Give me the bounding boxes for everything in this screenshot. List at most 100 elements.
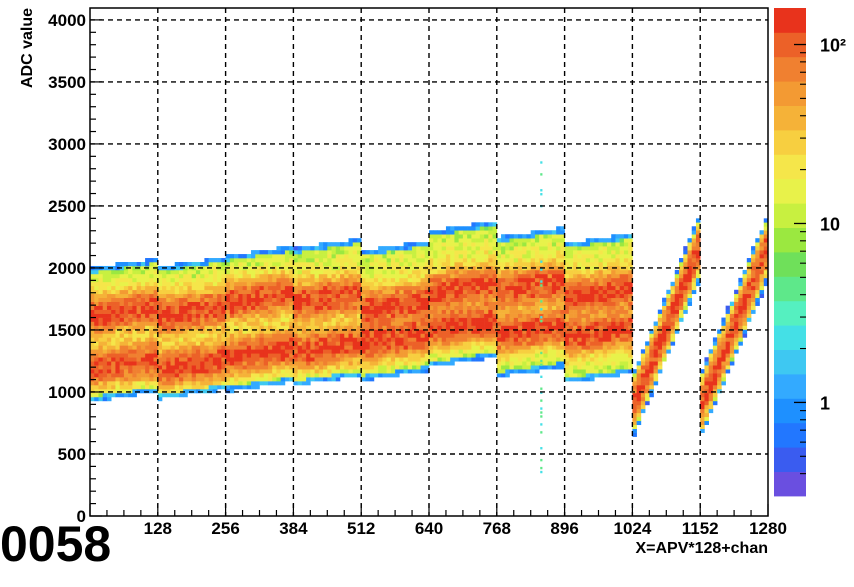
heatmap-cell	[327, 333, 332, 338]
heatmap-cell	[539, 293, 544, 299]
heatmap-cell	[356, 250, 362, 255]
heatmap-cell	[276, 277, 281, 283]
heatmap-cell	[361, 325, 366, 330]
heatmap-cell	[212, 301, 218, 306]
heatmap-cell	[441, 329, 447, 334]
heatmap-cell	[123, 329, 129, 334]
heatmap-cell	[276, 333, 281, 338]
heatmap-cell	[280, 297, 286, 302]
heatmap-cell	[471, 281, 476, 287]
heatmap-cell	[140, 325, 146, 330]
heatmap-cell	[429, 349, 434, 354]
heatmap-cell	[488, 277, 493, 283]
heatmap-cell	[208, 277, 214, 283]
heatmap-cell	[445, 230, 451, 235]
heatmap-cell	[662, 309, 667, 314]
heatmap-cell	[484, 313, 489, 318]
heatmap-cell	[212, 365, 218, 370]
heatmap-cell	[115, 389, 120, 394]
heatmap-cell	[102, 337, 108, 342]
heatmap-cell	[378, 289, 383, 295]
heatmap-cell	[445, 258, 451, 263]
heatmap-cell	[606, 337, 612, 342]
heatmap-cell	[187, 301, 192, 306]
heatmap-cell	[564, 349, 570, 354]
heatmap-cell	[526, 289, 531, 295]
heatmap-cell	[450, 234, 455, 239]
heatmap-cell	[623, 321, 629, 326]
heatmap-cell	[170, 329, 176, 334]
heatmap-cell	[132, 309, 137, 314]
heatmap-cell	[509, 285, 515, 291]
heatmap-cell	[234, 301, 239, 306]
heatmap-cell	[280, 285, 286, 291]
heatmap-cell	[212, 309, 218, 314]
heatmap-cell	[318, 341, 324, 346]
heatmap-cell	[238, 305, 243, 310]
heatmap-cell	[183, 325, 188, 330]
heatmap-cell	[458, 250, 464, 255]
heatmap-cell	[289, 289, 294, 295]
heatmap-cell	[501, 293, 506, 299]
heatmap-cell	[284, 262, 290, 267]
heatmap-cell	[102, 357, 108, 362]
heatmap-cell	[276, 305, 281, 310]
heatmap-cell	[738, 297, 743, 302]
heatmap-cell	[708, 373, 714, 378]
heatmap-cell	[246, 357, 252, 362]
heatmap-cell	[251, 309, 256, 314]
heatmap-cell	[594, 333, 599, 338]
heatmap-cell	[208, 333, 214, 338]
heatmap-cell	[153, 349, 159, 354]
heatmap-cell	[424, 329, 430, 334]
heatmap-cell	[488, 329, 493, 334]
heatmap-cell	[577, 365, 582, 370]
heatmap-cell	[399, 333, 404, 338]
heatmap-cell	[318, 365, 324, 370]
heatmap-cell	[361, 337, 366, 342]
heatmap-cell	[738, 325, 743, 330]
heatmap-cell	[187, 297, 192, 302]
heatmap-cell	[539, 281, 544, 287]
heatmap-cell	[94, 317, 99, 322]
heatmap-cell	[458, 242, 464, 247]
heatmap-cell	[242, 337, 248, 342]
heatmap-cell	[492, 333, 498, 338]
heatmap-cell	[183, 349, 188, 354]
heatmap-cell	[238, 345, 243, 350]
heatmap-cell	[755, 238, 760, 243]
heatmap-cell	[90, 357, 95, 362]
heatmap-cell	[522, 333, 527, 338]
heatmap-cell	[251, 341, 256, 346]
heatmap-cell	[200, 309, 205, 314]
heatmap-cell	[467, 313, 472, 318]
heatmap-cell	[492, 329, 498, 334]
heatmap-cell	[251, 317, 256, 322]
heatmap-cell	[522, 329, 527, 334]
heatmap-cell	[365, 250, 370, 255]
heatmap-cell	[365, 325, 370, 330]
heatmap-cell	[530, 313, 536, 318]
heatmap-cell	[441, 357, 447, 362]
heatmap-cell	[450, 269, 455, 275]
heatmap-cell	[407, 341, 413, 346]
heatmap-cell	[704, 404, 709, 410]
heatmap-cell	[335, 373, 341, 378]
heatmap-cell	[462, 242, 468, 247]
heatmap-cell	[276, 254, 281, 259]
heatmap-cell	[276, 289, 281, 295]
heatmap-cell	[335, 369, 341, 374]
heatmap-cell	[301, 293, 307, 299]
heatmap-cell	[310, 325, 315, 330]
heatmap-cell	[229, 345, 235, 350]
heatmap-cell	[539, 325, 544, 330]
heatmap-cell	[539, 305, 544, 310]
heatmap-cell	[763, 242, 769, 247]
heatmap-cell	[272, 321, 277, 326]
heatmap-cell	[543, 297, 548, 302]
heatmap-cell	[416, 313, 421, 318]
heatmap-cell	[738, 277, 743, 283]
heatmap-cell	[238, 373, 243, 378]
heatmap-cell	[344, 349, 349, 354]
heatmap-cell	[395, 305, 400, 310]
